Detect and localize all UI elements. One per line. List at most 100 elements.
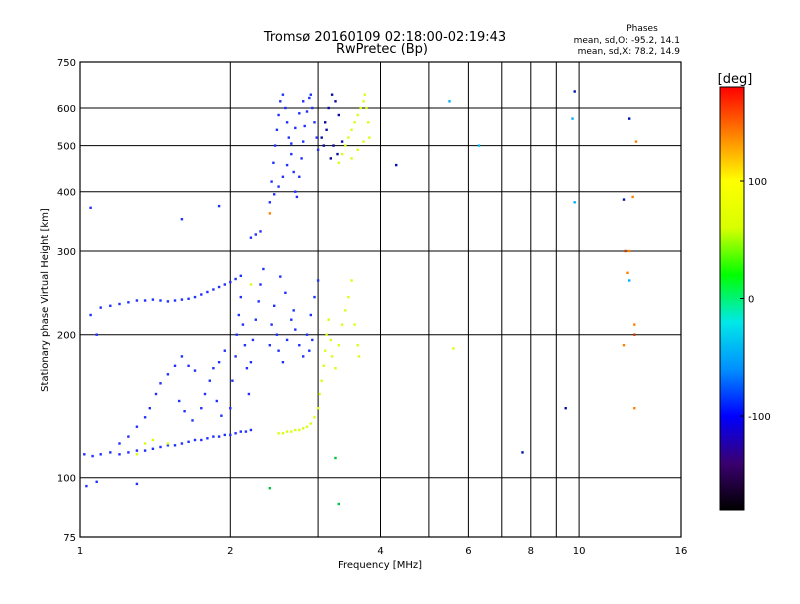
data-point	[166, 444, 170, 447]
data-point	[259, 283, 262, 286]
data-point	[83, 453, 86, 456]
data-point	[234, 277, 237, 281]
colorbar-tick-label: 100	[748, 177, 767, 188]
data-point	[89, 313, 92, 317]
data-point	[298, 344, 301, 347]
data-point	[290, 318, 293, 321]
data-point	[347, 295, 350, 299]
data-point	[633, 407, 636, 410]
data-point	[281, 432, 285, 435]
data-point	[268, 212, 271, 215]
data-point	[212, 435, 215, 438]
data-point	[166, 442, 170, 445]
data-point	[313, 295, 316, 299]
data-point	[294, 126, 297, 130]
data-point	[340, 140, 344, 143]
data-point	[148, 407, 151, 410]
y-tick-label: 400	[57, 188, 76, 199]
data-point	[237, 313, 240, 317]
data-point	[316, 407, 320, 410]
data-point	[234, 432, 237, 435]
data-point	[448, 100, 451, 103]
data-point	[166, 300, 170, 303]
data-point	[180, 442, 184, 445]
data-point	[223, 433, 226, 437]
data-point	[231, 379, 234, 382]
data-point	[356, 113, 359, 117]
data-point	[127, 451, 130, 454]
data-point	[284, 106, 287, 110]
data-point	[340, 323, 344, 326]
data-point	[239, 295, 242, 299]
data-point	[329, 338, 332, 342]
data-point	[275, 128, 279, 131]
data-point	[254, 318, 257, 321]
colorbar-ticks: 100 0 -100	[740, 177, 771, 423]
data-point	[245, 367, 249, 370]
data-point	[217, 435, 221, 438]
data-point	[327, 318, 330, 321]
data-point	[573, 90, 576, 93]
data-point	[311, 106, 314, 110]
data-point	[127, 301, 130, 304]
data-point	[350, 157, 353, 160]
data-point	[622, 198, 626, 201]
data-point	[334, 456, 337, 460]
plot-frame	[79, 61, 682, 538]
data-point	[217, 361, 221, 364]
data-point	[273, 193, 276, 196]
y-tick-label: 100	[57, 474, 76, 485]
data-point	[85, 484, 88, 488]
data-point	[143, 299, 147, 302]
data-point	[151, 298, 155, 301]
data-point	[143, 416, 147, 419]
data-point	[294, 328, 297, 331]
data-point	[325, 333, 328, 336]
chart-subtitle: RwPretec (Bp)	[336, 42, 428, 57]
data-point	[285, 163, 289, 167]
data-point	[241, 323, 245, 326]
chart-title: Tromsø 20160109 02:18:00-02:19:43	[263, 30, 506, 45]
data-point	[290, 142, 293, 145]
data-point	[362, 100, 365, 103]
data-point	[118, 442, 121, 445]
data-point	[624, 249, 627, 253]
data-point	[573, 201, 576, 204]
data-point	[303, 124, 306, 128]
data-point	[330, 93, 334, 96]
data-point	[292, 309, 295, 312]
data-point	[187, 297, 190, 300]
data-point	[249, 361, 253, 364]
data-point	[200, 293, 203, 296]
data-point	[298, 428, 301, 432]
data-point	[173, 299, 177, 302]
data-point	[249, 236, 253, 239]
data-point	[300, 157, 303, 160]
data-point	[247, 392, 251, 396]
data-point	[365, 106, 368, 110]
data-point	[183, 410, 186, 413]
data-point	[628, 249, 631, 253]
data-point	[99, 453, 102, 456]
data-point	[257, 300, 260, 303]
data-point	[340, 152, 344, 156]
data-point	[251, 338, 255, 342]
data-point	[628, 117, 631, 120]
data-point	[95, 333, 98, 336]
data-point	[279, 275, 282, 278]
data-point	[118, 453, 121, 456]
data-point	[109, 304, 112, 307]
data-point	[212, 367, 215, 370]
data-point	[208, 379, 211, 382]
data-point	[347, 136, 350, 139]
data-point	[206, 290, 209, 294]
data-point	[290, 430, 293, 433]
data-point	[285, 430, 289, 433]
data-point	[356, 344, 359, 347]
data-point	[89, 206, 92, 209]
data-point	[337, 502, 340, 506]
data-point	[235, 333, 238, 336]
data-point	[281, 93, 285, 96]
data-point	[294, 428, 297, 432]
x-tick-label: 16	[675, 546, 688, 557]
